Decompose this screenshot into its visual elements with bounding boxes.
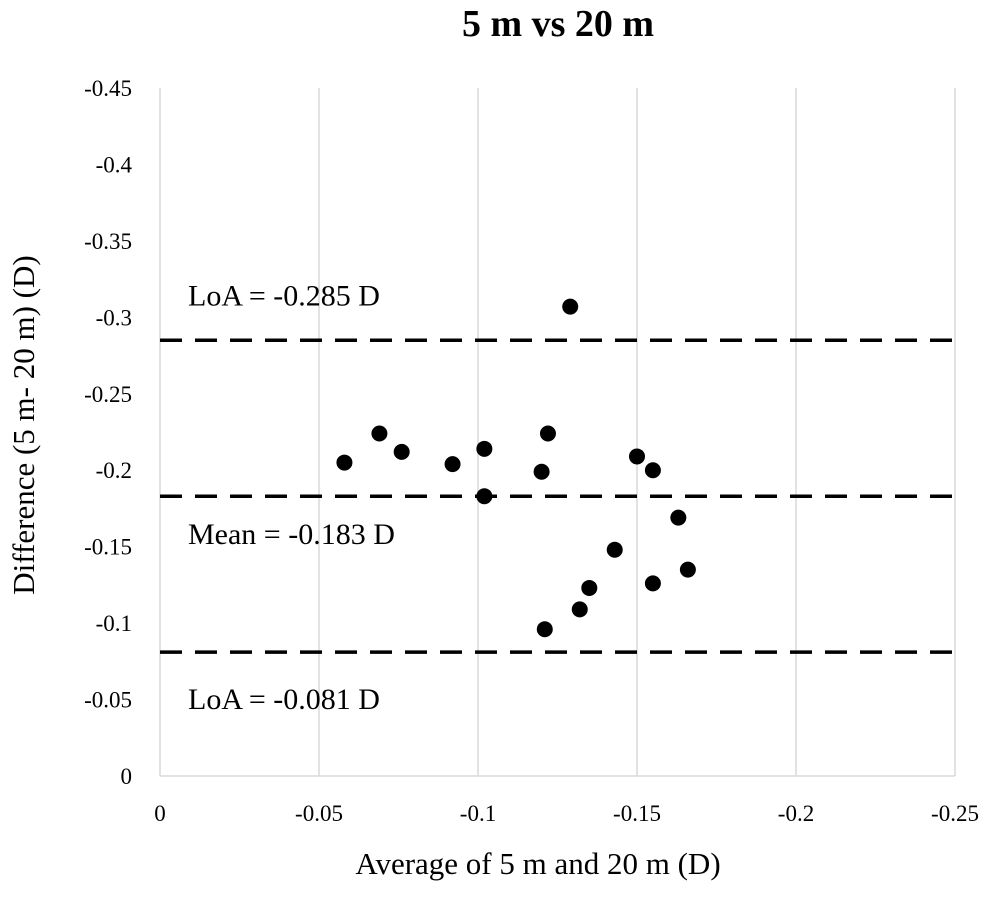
data-point [444,456,461,473]
y-axis-label: Difference (5 m- 20 m) (D) [6,255,41,594]
data-points [336,298,696,638]
data-point [371,425,388,442]
reference-line-label: Mean = -0.183 D [188,518,395,551]
data-point [679,561,696,578]
data-point [536,621,553,638]
data-point [562,298,579,315]
data-point [581,579,598,596]
x-tick-label: -0.2 [778,801,814,826]
x-axis-label: Average of 5 m and 20 m (D) [355,846,720,881]
reference-line-label: LoA = -0.081 D [188,683,380,716]
y-tick-label: -0.15 [84,535,132,560]
data-point [393,443,410,460]
y-tick-label: -0.3 [96,305,132,330]
x-tick-label: -0.1 [460,801,496,826]
reference-line-label: LoA = -0.285 D [188,279,380,312]
x-tick-label: 0 [154,801,166,826]
data-point [629,448,645,465]
y-tick-label: -0.35 [84,229,132,254]
y-tick-label: 0 [121,764,133,789]
data-point [571,601,588,618]
chart-title: 5 m vs 20 m [462,3,654,45]
y-tick-label: -0.45 [84,76,132,101]
data-point [336,454,353,471]
y-tick-label: -0.1 [96,611,132,636]
data-point [644,462,661,479]
y-tick-label: -0.25 [84,382,132,407]
data-point [606,541,623,558]
data-point [476,440,493,457]
y-tick-label: -0.2 [96,458,132,483]
labels-layer: 0 -0.05 -0.1 -0.15 -0.2 -0.25 0 -0.05 -0.1 -0.15 -… [84,76,979,826]
x-tick-label: -0.25 [931,801,979,826]
reference-lines [160,338,955,654]
y-tick-label: -0.05 [84,688,132,713]
data-point [670,509,687,526]
x-tick-label: -0.15 [613,801,661,826]
data-point [539,425,556,442]
data-point [533,463,550,480]
x-tick-label: -0.05 [295,801,343,826]
data-point [644,575,661,592]
y-tick-label: -0.4 [96,152,133,177]
grid-layer [159,88,956,776]
data-point [476,488,493,505]
